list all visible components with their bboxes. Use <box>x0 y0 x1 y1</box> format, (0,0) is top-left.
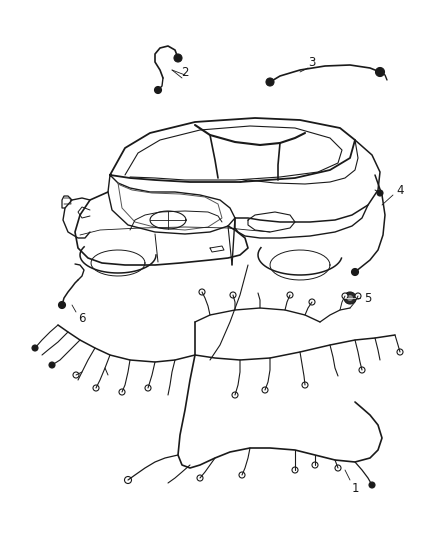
Circle shape <box>375 68 385 77</box>
Text: 5: 5 <box>364 292 372 304</box>
Circle shape <box>312 462 318 468</box>
Text: 3: 3 <box>308 55 316 69</box>
Circle shape <box>369 482 375 488</box>
Circle shape <box>197 475 203 481</box>
Circle shape <box>230 292 236 298</box>
Circle shape <box>352 269 358 276</box>
Circle shape <box>309 299 315 305</box>
Circle shape <box>344 292 356 304</box>
Circle shape <box>342 293 348 299</box>
Circle shape <box>239 472 245 478</box>
Circle shape <box>335 465 341 471</box>
Circle shape <box>359 367 365 373</box>
Circle shape <box>32 345 38 351</box>
Circle shape <box>93 385 99 391</box>
Circle shape <box>73 372 79 378</box>
Circle shape <box>302 382 308 388</box>
Circle shape <box>124 477 131 483</box>
Circle shape <box>155 86 162 93</box>
Circle shape <box>119 389 125 395</box>
Circle shape <box>292 467 298 473</box>
Text: 4: 4 <box>396 183 404 197</box>
Circle shape <box>145 385 151 391</box>
Circle shape <box>59 302 66 309</box>
Circle shape <box>262 387 268 393</box>
Circle shape <box>377 190 383 196</box>
Text: 2: 2 <box>181 66 189 78</box>
Text: 1: 1 <box>351 481 359 495</box>
Circle shape <box>232 392 238 398</box>
Circle shape <box>266 78 274 86</box>
Circle shape <box>355 293 361 299</box>
Circle shape <box>199 289 205 295</box>
Text: 6: 6 <box>78 311 86 325</box>
Circle shape <box>49 362 55 368</box>
Circle shape <box>347 295 353 301</box>
Circle shape <box>397 349 403 355</box>
Circle shape <box>287 292 293 298</box>
Circle shape <box>174 54 182 62</box>
